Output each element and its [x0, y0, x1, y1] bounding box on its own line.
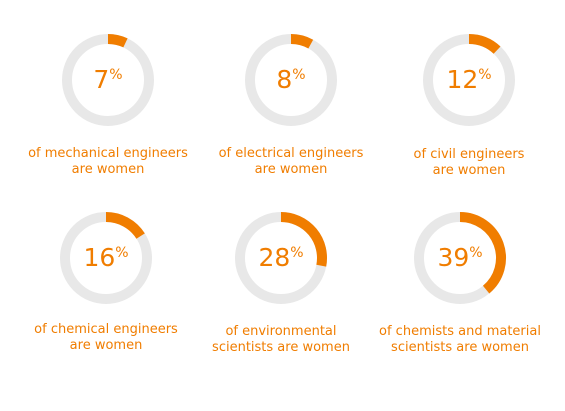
percent-symbol: % [290, 244, 304, 261]
donut-value-arc [459, 212, 506, 294]
donut-ring [423, 34, 515, 126]
caption-line-2: are women [432, 163, 506, 178]
donut-ring [245, 34, 337, 126]
donut-value-arc [280, 212, 327, 267]
stat-card: 7% of mechanical engineers are women [18, 0, 198, 411]
donut-ring [60, 212, 152, 304]
percentage-value: 28 [258, 243, 291, 272]
caption-line-1: of environmental [225, 324, 337, 339]
percentage-label: 12% [379, 67, 559, 92]
percentage-value: 8 [276, 65, 293, 94]
stat-caption: of chemical engineers are women [16, 322, 196, 354]
stat-card: 8% of electrical engineers are women [201, 0, 381, 411]
donut-track [60, 212, 152, 304]
percentage-label: 28% [191, 245, 371, 270]
stat-caption: of environmental scientists are women [191, 324, 371, 356]
donut-value-arc [105, 212, 145, 239]
caption-line-2: scientists are women [391, 340, 529, 355]
donut-value-arc [107, 34, 128, 48]
donut-track [245, 34, 337, 126]
donut-track [235, 212, 327, 304]
stat-card: 12% of civil engineers are women [379, 0, 559, 411]
caption-line-2: are women [69, 338, 143, 353]
percent-symbol: % [292, 66, 306, 83]
caption-line-1: of chemical engineers [34, 322, 178, 337]
percentage-label: 8% [201, 67, 381, 92]
donut-ring [62, 34, 154, 126]
caption-line-1: of mechanical engineers [28, 146, 188, 161]
donut-track [423, 34, 515, 126]
caption-line-2: scientists are women [212, 340, 350, 355]
donut-value-arc [468, 34, 501, 54]
stat-card: 16% of chemical engineers are women [16, 0, 196, 411]
percent-symbol: % [478, 66, 492, 83]
percent-symbol: % [109, 66, 123, 83]
stat-caption: of mechanical engineers are women [18, 146, 198, 178]
caption-line-1: of chemists and material [379, 324, 541, 339]
stat-caption: of electrical engineers are women [201, 146, 381, 178]
stat-card: 28% of environmental scientists are women [191, 0, 371, 411]
percentage-value: 12 [446, 65, 479, 94]
caption-line-2: are women [254, 162, 328, 177]
stat-caption: of chemists and material scientists are w… [370, 324, 550, 356]
donut-track [414, 212, 506, 304]
donut-track [62, 34, 154, 126]
percent-symbol: % [469, 244, 483, 261]
donut-ring [235, 212, 327, 304]
percentage-label: 16% [16, 245, 196, 270]
caption-line-1: of electrical engineers [218, 146, 364, 161]
percentage-value: 16 [83, 243, 116, 272]
percentage-label: 7% [18, 67, 198, 92]
stat-caption: of civil engineers are women [379, 147, 559, 179]
donut-value-arc [290, 34, 314, 49]
percentage-label: 39% [370, 245, 550, 270]
caption-line-1: of civil engineers [413, 147, 525, 162]
caption-line-2: are women [71, 162, 145, 177]
percentage-value: 7 [93, 65, 110, 94]
percentage-value: 39 [437, 243, 470, 272]
stat-card: 39% of chemists and material scientists ar… [370, 0, 550, 411]
percent-symbol: % [115, 244, 129, 261]
donut-ring [414, 212, 506, 304]
